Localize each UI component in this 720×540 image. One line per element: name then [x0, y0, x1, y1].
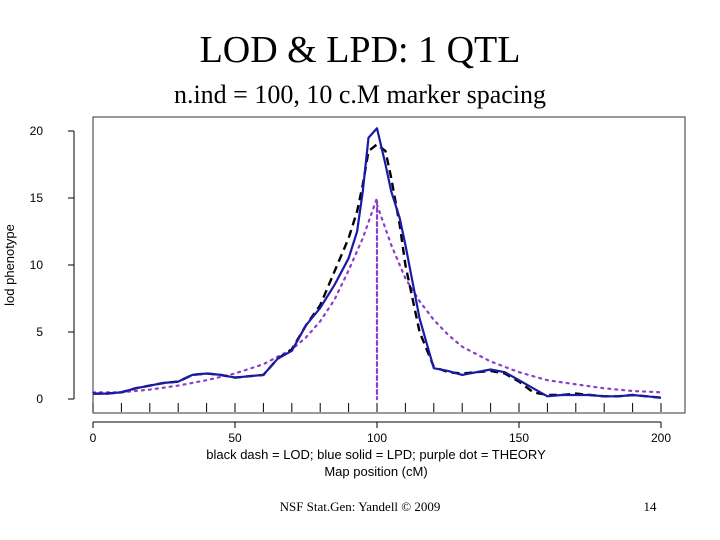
- y-tick-label: 15: [30, 191, 44, 205]
- y-tick-label: 20: [30, 124, 44, 138]
- x-tick-label: 100: [367, 431, 387, 445]
- y-axis-label: lod phenotype: [2, 224, 17, 306]
- x-tick-label: 50: [228, 431, 242, 445]
- marker-ticks: [92, 403, 662, 412]
- x-axis: 0 50 100 150 200: [90, 421, 671, 445]
- plot-frame: [92, 116, 686, 414]
- legend-caption: black dash = LOD; blue solid = LPD; purp…: [206, 447, 546, 462]
- y-axis: 0 5 10 15 20: [30, 124, 75, 406]
- series-theory-line: [91, 196, 663, 401]
- y-tick-label: 10: [30, 258, 44, 272]
- page-number: 14: [643, 499, 657, 514]
- series-lpd-line: [93, 127, 662, 399]
- x-tick-label: 0: [90, 431, 97, 445]
- slide-title: LOD & LPD: 1 QTL: [199, 29, 521, 71]
- series-group: [91, 127, 663, 401]
- slide-subtitle: n.ind = 100, 10 c.M marker spacing: [173, 80, 547, 109]
- y-tick-label: 0: [36, 392, 43, 406]
- footer-credit: NSF Stat.Gen: Yandell © 2009: [279, 499, 441, 514]
- x-tick-label: 150: [509, 431, 529, 445]
- x-axis-label: Map position (cM): [324, 464, 427, 479]
- x-tick-label: 200: [651, 431, 671, 445]
- y-tick-label: 5: [36, 325, 43, 339]
